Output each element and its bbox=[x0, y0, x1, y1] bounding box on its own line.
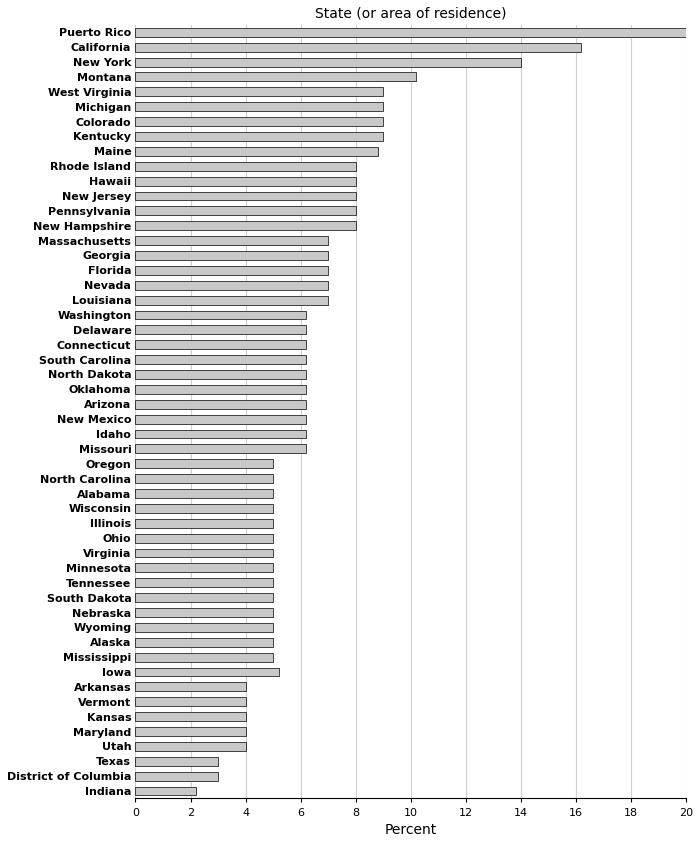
Bar bbox=[136, 623, 273, 632]
Bar bbox=[136, 549, 273, 558]
Bar bbox=[136, 207, 356, 215]
Bar bbox=[136, 757, 218, 766]
Bar bbox=[136, 578, 273, 587]
Bar bbox=[136, 430, 306, 439]
X-axis label: Percent: Percent bbox=[384, 823, 437, 837]
Bar bbox=[136, 340, 306, 349]
Bar bbox=[136, 712, 246, 721]
Bar bbox=[136, 652, 273, 662]
Bar bbox=[136, 236, 328, 245]
Bar bbox=[136, 132, 383, 141]
Bar bbox=[136, 683, 246, 691]
Bar bbox=[136, 474, 273, 483]
Bar bbox=[136, 742, 246, 751]
Bar bbox=[136, 787, 196, 796]
Bar bbox=[136, 162, 356, 170]
Bar bbox=[136, 176, 356, 186]
Bar bbox=[136, 88, 383, 96]
Bar bbox=[136, 192, 356, 200]
Bar bbox=[136, 147, 378, 156]
Bar bbox=[136, 311, 306, 319]
Bar bbox=[136, 608, 273, 617]
Bar bbox=[136, 28, 686, 37]
Bar bbox=[136, 519, 273, 528]
Bar bbox=[136, 638, 273, 647]
Bar bbox=[136, 445, 306, 453]
Bar bbox=[136, 533, 273, 543]
Bar bbox=[136, 57, 521, 67]
Bar bbox=[136, 400, 306, 408]
Bar bbox=[136, 385, 306, 394]
Bar bbox=[136, 355, 306, 364]
Bar bbox=[136, 117, 383, 126]
Bar bbox=[136, 489, 273, 498]
Bar bbox=[136, 564, 273, 572]
Title: State (or area of residence): State (or area of residence) bbox=[315, 7, 507, 21]
Bar bbox=[136, 459, 273, 468]
Bar bbox=[136, 727, 246, 736]
Bar bbox=[136, 281, 328, 289]
Bar bbox=[136, 295, 328, 305]
Bar bbox=[136, 771, 218, 781]
Bar bbox=[136, 251, 328, 260]
Bar bbox=[136, 102, 383, 111]
Bar bbox=[136, 43, 582, 51]
Bar bbox=[136, 370, 306, 379]
Bar bbox=[136, 221, 356, 230]
Bar bbox=[136, 697, 246, 706]
Bar bbox=[136, 593, 273, 602]
Bar bbox=[136, 73, 416, 81]
Bar bbox=[136, 266, 328, 275]
Bar bbox=[136, 414, 306, 424]
Bar bbox=[136, 668, 279, 677]
Bar bbox=[136, 504, 273, 513]
Bar bbox=[136, 326, 306, 334]
